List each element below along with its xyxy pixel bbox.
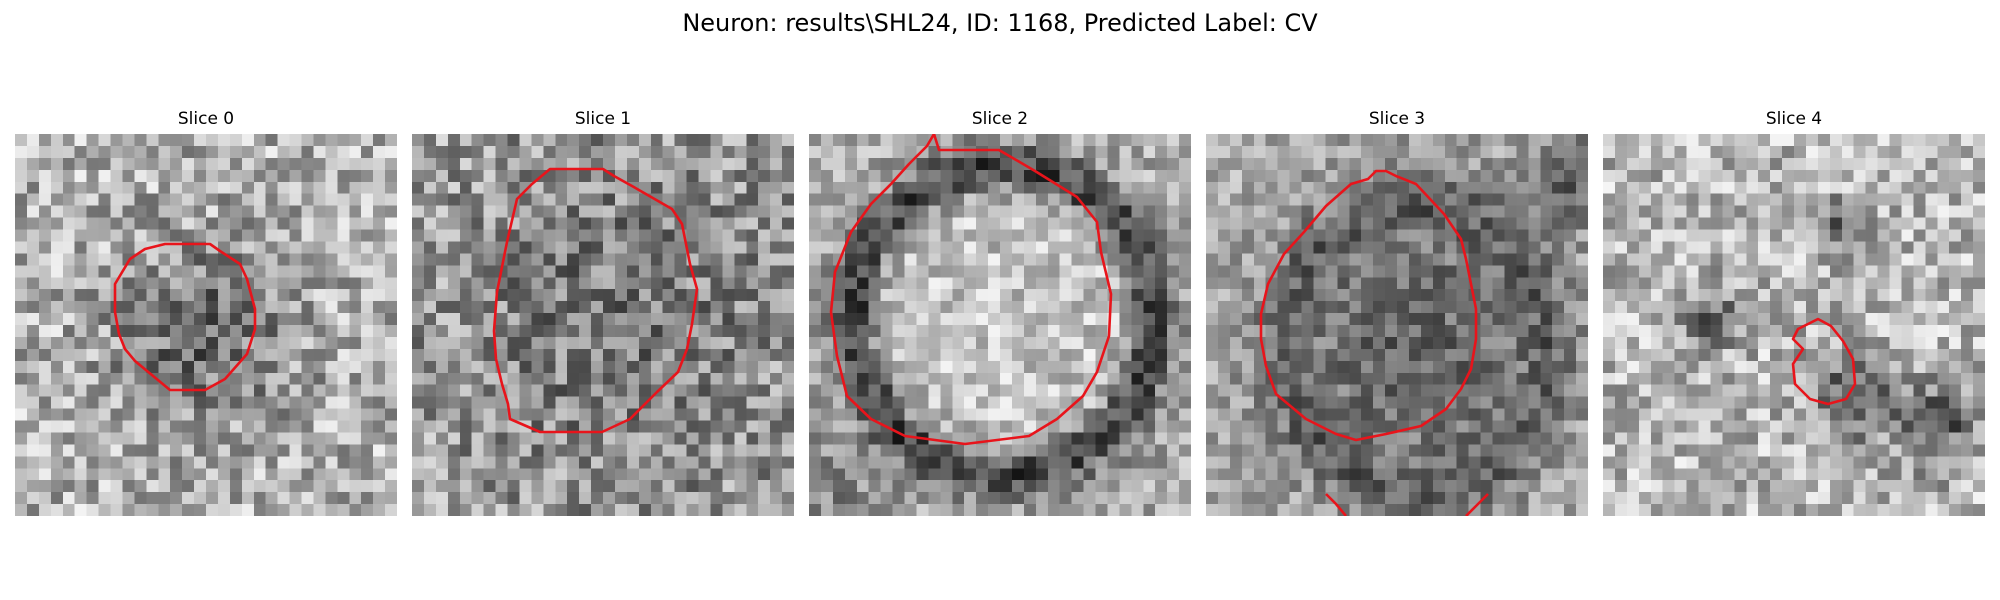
pixel-grid (809, 134, 1191, 516)
slice-image-2 (809, 134, 1191, 516)
segmentation-contour (113, 242, 257, 392)
pixel-grid (15, 134, 397, 516)
figure-title: Neuron: results\SHL24, ID: 1168, Predict… (682, 9, 1318, 37)
slice-title-3: Slice 3 (1368, 109, 1426, 129)
pixel-grid (1206, 134, 1588, 516)
slice-title-2: Slice 2 (971, 109, 1029, 129)
pixel-grid (1603, 134, 1985, 516)
slice-title-1: Slice 1 (574, 109, 632, 129)
slice-title-0: Slice 0 (177, 109, 235, 129)
slice-title-4: Slice 4 (1765, 109, 1823, 129)
segmentation-contour-fragment (1465, 493, 1489, 516)
segmentation-contour (829, 134, 1113, 446)
segmentation-contour (1791, 317, 1857, 406)
slice-image-3 (1206, 134, 1588, 516)
segmentation-contour (1259, 169, 1478, 442)
segmentation-contour-fragment (1325, 493, 1347, 516)
segmentation-contour (492, 167, 699, 434)
pixel-grid (412, 134, 794, 516)
slice-image-4 (1603, 134, 1985, 516)
slice-image-1 (412, 134, 794, 516)
slice-image-0 (15, 134, 397, 516)
